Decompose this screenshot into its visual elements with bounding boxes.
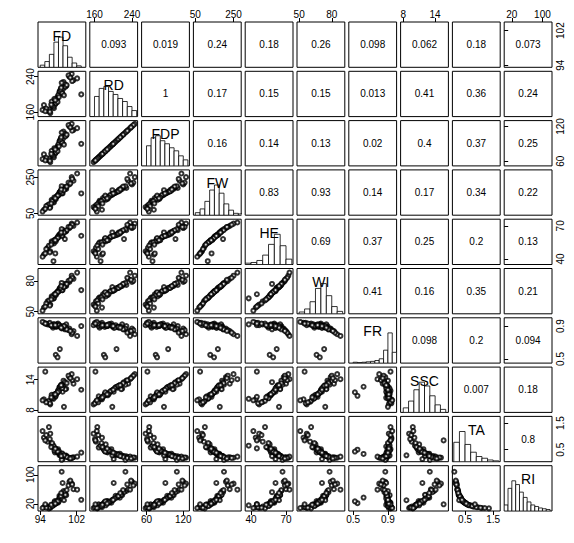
svg-text:0.34: 0.34 [467, 187, 487, 198]
svg-text:0.93: 0.93 [311, 187, 331, 198]
svg-text:0.24: 0.24 [208, 39, 228, 50]
svg-text:100: 100 [534, 9, 551, 20]
svg-text:HE: HE [259, 225, 278, 241]
svg-text:0.15: 0.15 [311, 88, 331, 99]
svg-text:240: 240 [124, 9, 141, 20]
svg-text:0.8: 0.8 [521, 434, 535, 445]
svg-text:0.21: 0.21 [518, 286, 538, 297]
svg-text:0.02: 0.02 [363, 138, 383, 149]
svg-text:0.37: 0.37 [363, 236, 383, 247]
svg-text:120: 120 [555, 118, 566, 135]
svg-text:0.83: 0.83 [259, 187, 279, 198]
svg-text:60: 60 [141, 514, 153, 525]
svg-text:0.13: 0.13 [518, 236, 538, 247]
svg-text:0.16: 0.16 [208, 138, 228, 149]
svg-text:0.062: 0.062 [412, 39, 437, 50]
svg-text:0.17: 0.17 [415, 187, 435, 198]
svg-text:0.13: 0.13 [311, 138, 331, 149]
svg-text:0.69: 0.69 [311, 236, 331, 247]
svg-text:0.15: 0.15 [259, 88, 279, 99]
svg-text:0.9: 0.9 [555, 319, 566, 333]
svg-text:0.2: 0.2 [469, 236, 483, 247]
svg-text:20: 20 [25, 498, 36, 510]
svg-text:250: 250 [225, 9, 242, 20]
svg-text:1.5: 1.5 [486, 514, 500, 525]
svg-text:0.41: 0.41 [363, 286, 383, 297]
svg-text:14: 14 [430, 9, 442, 20]
svg-text:80: 80 [25, 275, 36, 287]
svg-text:8: 8 [400, 9, 406, 20]
svg-text:8: 8 [25, 407, 36, 413]
svg-text:160: 160 [86, 9, 103, 20]
svg-text:0.18: 0.18 [259, 39, 279, 50]
svg-text:0.019: 0.019 [153, 39, 178, 50]
svg-text:RI: RI [521, 471, 535, 487]
svg-text:14: 14 [25, 374, 36, 386]
svg-text:0.4: 0.4 [418, 138, 432, 149]
svg-text:40: 40 [555, 253, 566, 265]
svg-text:0.14: 0.14 [259, 138, 279, 149]
svg-text:94: 94 [555, 59, 566, 71]
svg-text:100: 100 [25, 466, 36, 483]
svg-text:1: 1 [163, 88, 169, 99]
svg-text:70: 70 [280, 514, 292, 525]
svg-text:FDP: FDP [152, 126, 180, 142]
svg-text:20: 20 [506, 9, 518, 20]
svg-text:0.41: 0.41 [415, 88, 435, 99]
svg-text:40: 40 [245, 514, 257, 525]
svg-text:0.24: 0.24 [518, 88, 538, 99]
svg-text:RD: RD [104, 77, 124, 93]
svg-text:SSC: SSC [410, 373, 439, 389]
svg-text:0.25: 0.25 [415, 236, 435, 247]
svg-text:0.5: 0.5 [555, 352, 566, 366]
svg-text:FW: FW [206, 175, 229, 191]
svg-text:50: 50 [25, 306, 36, 318]
svg-text:0.098: 0.098 [360, 39, 385, 50]
svg-text:0.2: 0.2 [469, 335, 483, 346]
svg-text:FR: FR [363, 323, 382, 339]
svg-text:0.093: 0.093 [101, 39, 126, 50]
svg-text:0.18: 0.18 [467, 39, 487, 50]
svg-text:TA: TA [468, 422, 486, 438]
svg-text:0.5: 0.5 [346, 514, 360, 525]
svg-text:0.25: 0.25 [518, 138, 538, 149]
svg-text:50: 50 [294, 9, 306, 20]
svg-text:120: 120 [175, 514, 192, 525]
svg-text:50: 50 [25, 207, 36, 219]
svg-text:0.35: 0.35 [467, 286, 487, 297]
svg-text:0.17: 0.17 [208, 88, 228, 99]
svg-text:0.5: 0.5 [458, 514, 472, 525]
svg-text:0.094: 0.094 [516, 335, 541, 346]
svg-text:0.14: 0.14 [363, 187, 383, 198]
svg-text:70: 70 [555, 220, 566, 232]
svg-text:FD: FD [53, 28, 72, 44]
svg-text:60: 60 [555, 155, 566, 167]
svg-text:0.073: 0.073 [516, 39, 541, 50]
svg-text:240: 240 [25, 68, 36, 85]
svg-text:1.5: 1.5 [555, 416, 566, 430]
svg-text:0.098: 0.098 [412, 335, 437, 346]
svg-text:0.26: 0.26 [311, 39, 331, 50]
svg-text:80: 80 [326, 9, 338, 20]
svg-text:102: 102 [555, 22, 566, 39]
svg-text:250: 250 [25, 168, 36, 185]
svg-text:0.37: 0.37 [467, 138, 487, 149]
svg-text:0.5: 0.5 [555, 442, 566, 456]
svg-text:0.013: 0.013 [360, 88, 385, 99]
svg-text:0.16: 0.16 [415, 286, 435, 297]
svg-text:94: 94 [35, 514, 47, 525]
svg-text:0.36: 0.36 [467, 88, 487, 99]
svg-text:0.007: 0.007 [464, 384, 489, 395]
svg-text:50: 50 [190, 9, 202, 20]
svg-text:160: 160 [25, 103, 36, 120]
svg-text:0.9: 0.9 [381, 514, 395, 525]
svg-text:0.22: 0.22 [518, 187, 538, 198]
svg-text:102: 102 [68, 514, 85, 525]
svg-text:0.18: 0.18 [518, 384, 538, 395]
svg-text:WI: WI [312, 274, 329, 290]
